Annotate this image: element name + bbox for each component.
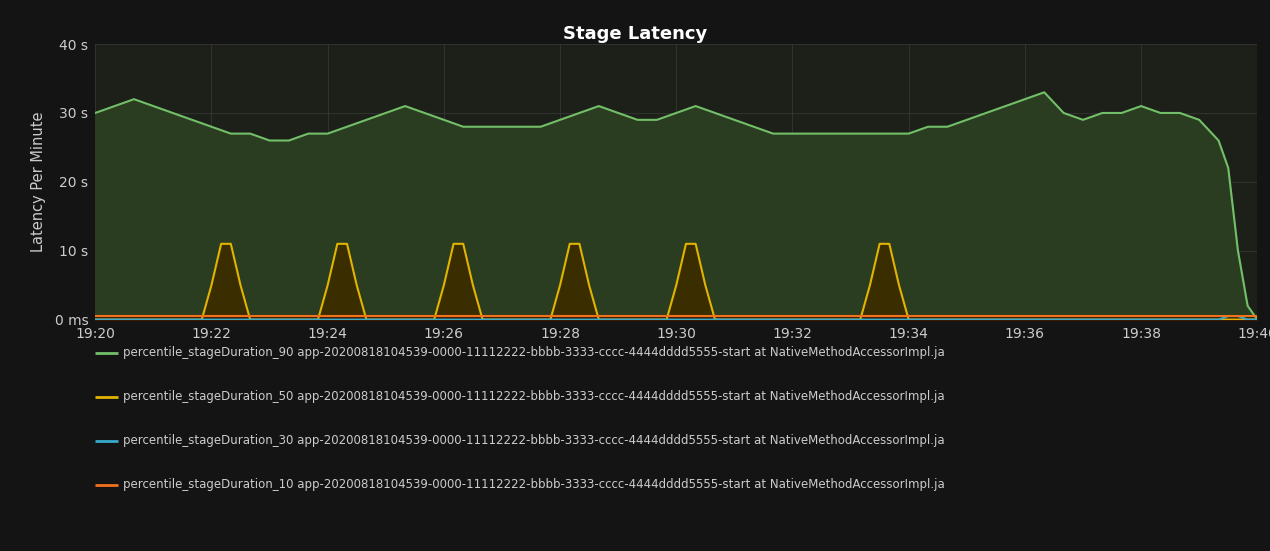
Text: percentile_stageDuration_10 app-20200818104539-0000-11112222-bbbb-3333-cccc-4444: percentile_stageDuration_10 app-20200818… [123,478,945,491]
Y-axis label: Latency Per Minute: Latency Per Minute [32,112,46,252]
Text: percentile_stageDuration_90 app-20200818104539-0000-11112222-bbbb-3333-cccc-4444: percentile_stageDuration_90 app-20200818… [123,346,945,359]
Text: Stage Latency: Stage Latency [563,25,707,43]
Text: percentile_stageDuration_30 app-20200818104539-0000-11112222-bbbb-3333-cccc-4444: percentile_stageDuration_30 app-20200818… [123,434,945,447]
Text: percentile_stageDuration_50 app-20200818104539-0000-11112222-bbbb-3333-cccc-4444: percentile_stageDuration_50 app-20200818… [123,390,945,403]
